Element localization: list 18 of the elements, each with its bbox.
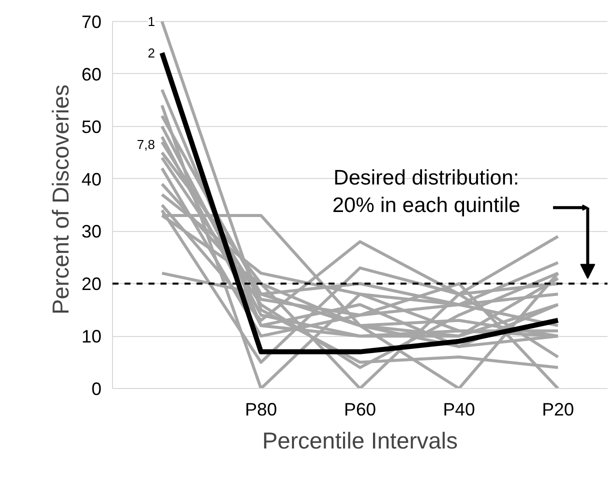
annotation: 2 [148, 45, 156, 60]
x-tick-label: P40 [442, 400, 476, 420]
y-tick-label: 10 [81, 326, 102, 347]
y-axis-title: Percent of Discoveries [47, 84, 74, 315]
y-tick-label: 20 [81, 274, 102, 294]
annotation: 1 [148, 14, 156, 30]
y-tick-label: 50 [81, 116, 102, 137]
y-tick-label: 60 [81, 64, 102, 84]
x-axis-title: Percentile Intervals [262, 428, 458, 454]
x-tick-label: P60 [344, 400, 376, 420]
y-tick-label: 0 [91, 379, 102, 399]
x-tick-label: P20 [542, 400, 574, 420]
annotation: Desired distribution: 20% in each quintile [332, 166, 520, 218]
x-tick-label: P80 [244, 400, 278, 420]
y-tick-label: 70 [81, 12, 102, 32]
y-tick-label: 40 [81, 169, 102, 190]
y-tick-label: 30 [81, 222, 102, 242]
annotation: 7,8 [136, 137, 156, 152]
